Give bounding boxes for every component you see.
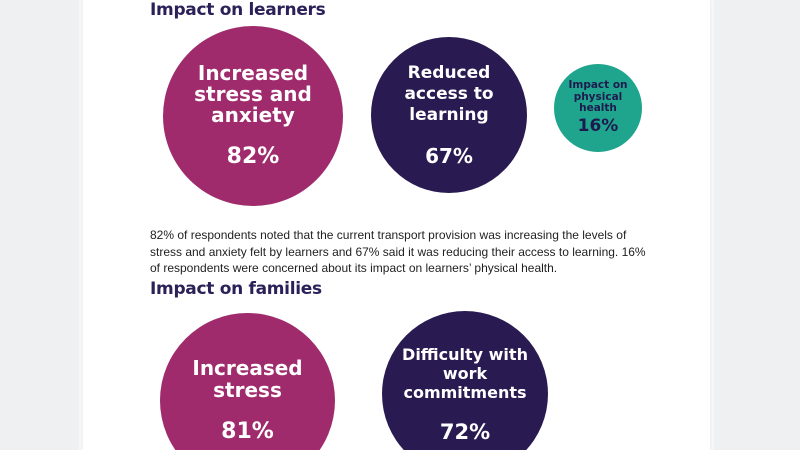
bubble-reduced-access-to-learning: Reduced access to learning 67% <box>371 37 527 193</box>
learners-summary-paragraph: 82% of respondents noted that the curren… <box>150 227 646 277</box>
bubble-label: Increased stress and anxiety <box>194 61 312 127</box>
paragraph-line: 82% of respondents noted that the curren… <box>150 228 627 242</box>
bubble-difficulty-with-work-commitments: Difficulty with work commitments 72% <box>382 311 548 450</box>
learners-section-heading: Impact on learners <box>150 0 326 20</box>
page-edge-left <box>79 0 83 450</box>
paragraph-line: stress and anxiety felt by learners and … <box>150 244 646 259</box>
page-edge-right <box>710 0 714 450</box>
document-page: Impact on learners Increased stress and … <box>83 0 710 450</box>
bubble-value: 72% <box>439 419 491 444</box>
bubble-label: Reduced access to learning <box>404 62 494 125</box>
paragraph-line: of respondents were concerned about its … <box>150 261 558 275</box>
bubble-label: Increased stress <box>192 356 303 402</box>
bubble-increased-stress: Increased stress 81% <box>160 313 335 450</box>
bubble-label: Difficulty with work commitments <box>402 344 528 402</box>
bubble-impact-on-physical-health: Impact on physical health 16% <box>554 64 642 152</box>
bubble-value: 81% <box>221 419 274 444</box>
bubble-value: 67% <box>425 143 473 168</box>
bubble-value: 16% <box>577 115 619 136</box>
families-section-heading: Impact on families <box>150 279 322 299</box>
bubble-value: 82% <box>226 144 280 169</box>
bubble-increased-stress-and-anxiety: Increased stress and anxiety 82% <box>163 26 343 206</box>
bubble-label: Impact on physical health <box>568 79 628 115</box>
